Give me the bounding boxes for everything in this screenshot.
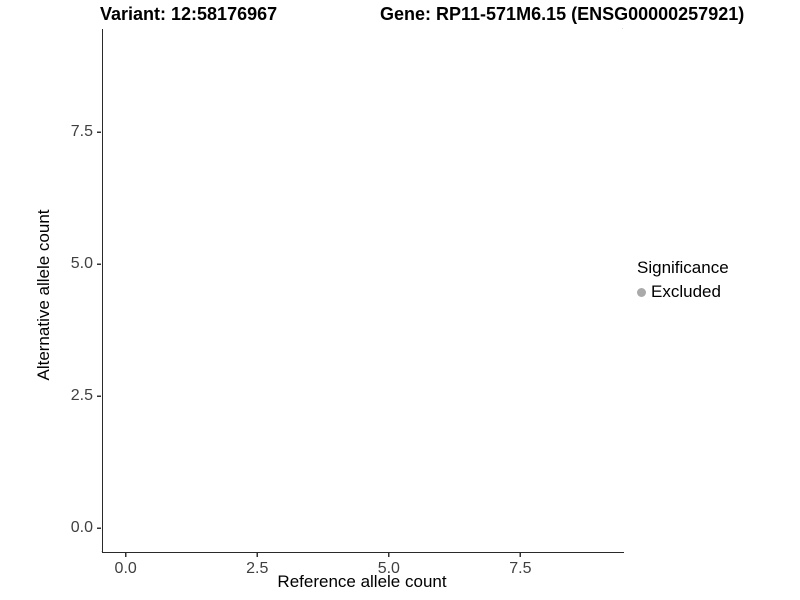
variant-title: Variant: 12:58176967: [100, 4, 278, 24]
legend-title: Significance: [637, 258, 729, 277]
y-tick-label: 0.0: [70, 519, 93, 537]
x-tick-label: 7.5: [509, 560, 532, 577]
legend-entry-label: Excluded: [651, 282, 721, 301]
x-tick-label: 0.0: [114, 560, 137, 577]
excluded-point-icon: [637, 287, 646, 297]
y-tick-label: 2.5: [70, 387, 93, 405]
gene-title: Gene: RP11-571M6.15 (ENSG00000257921): [380, 4, 745, 24]
y-axis-title: Alternative allele count: [34, 209, 53, 381]
y-tick-label: 7.5: [70, 123, 93, 140]
x-tick-label: 2.5: [246, 560, 269, 577]
plot-panel: [102, 29, 624, 553]
x-axis-title: Reference allele count: [277, 572, 447, 591]
x-tick-label: 5.0: [377, 560, 400, 577]
legend: Significance Excluded: [637, 258, 729, 302]
legend-entry-excluded: Excluded: [637, 282, 729, 302]
y-tick-label: 5.0: [70, 255, 93, 273]
